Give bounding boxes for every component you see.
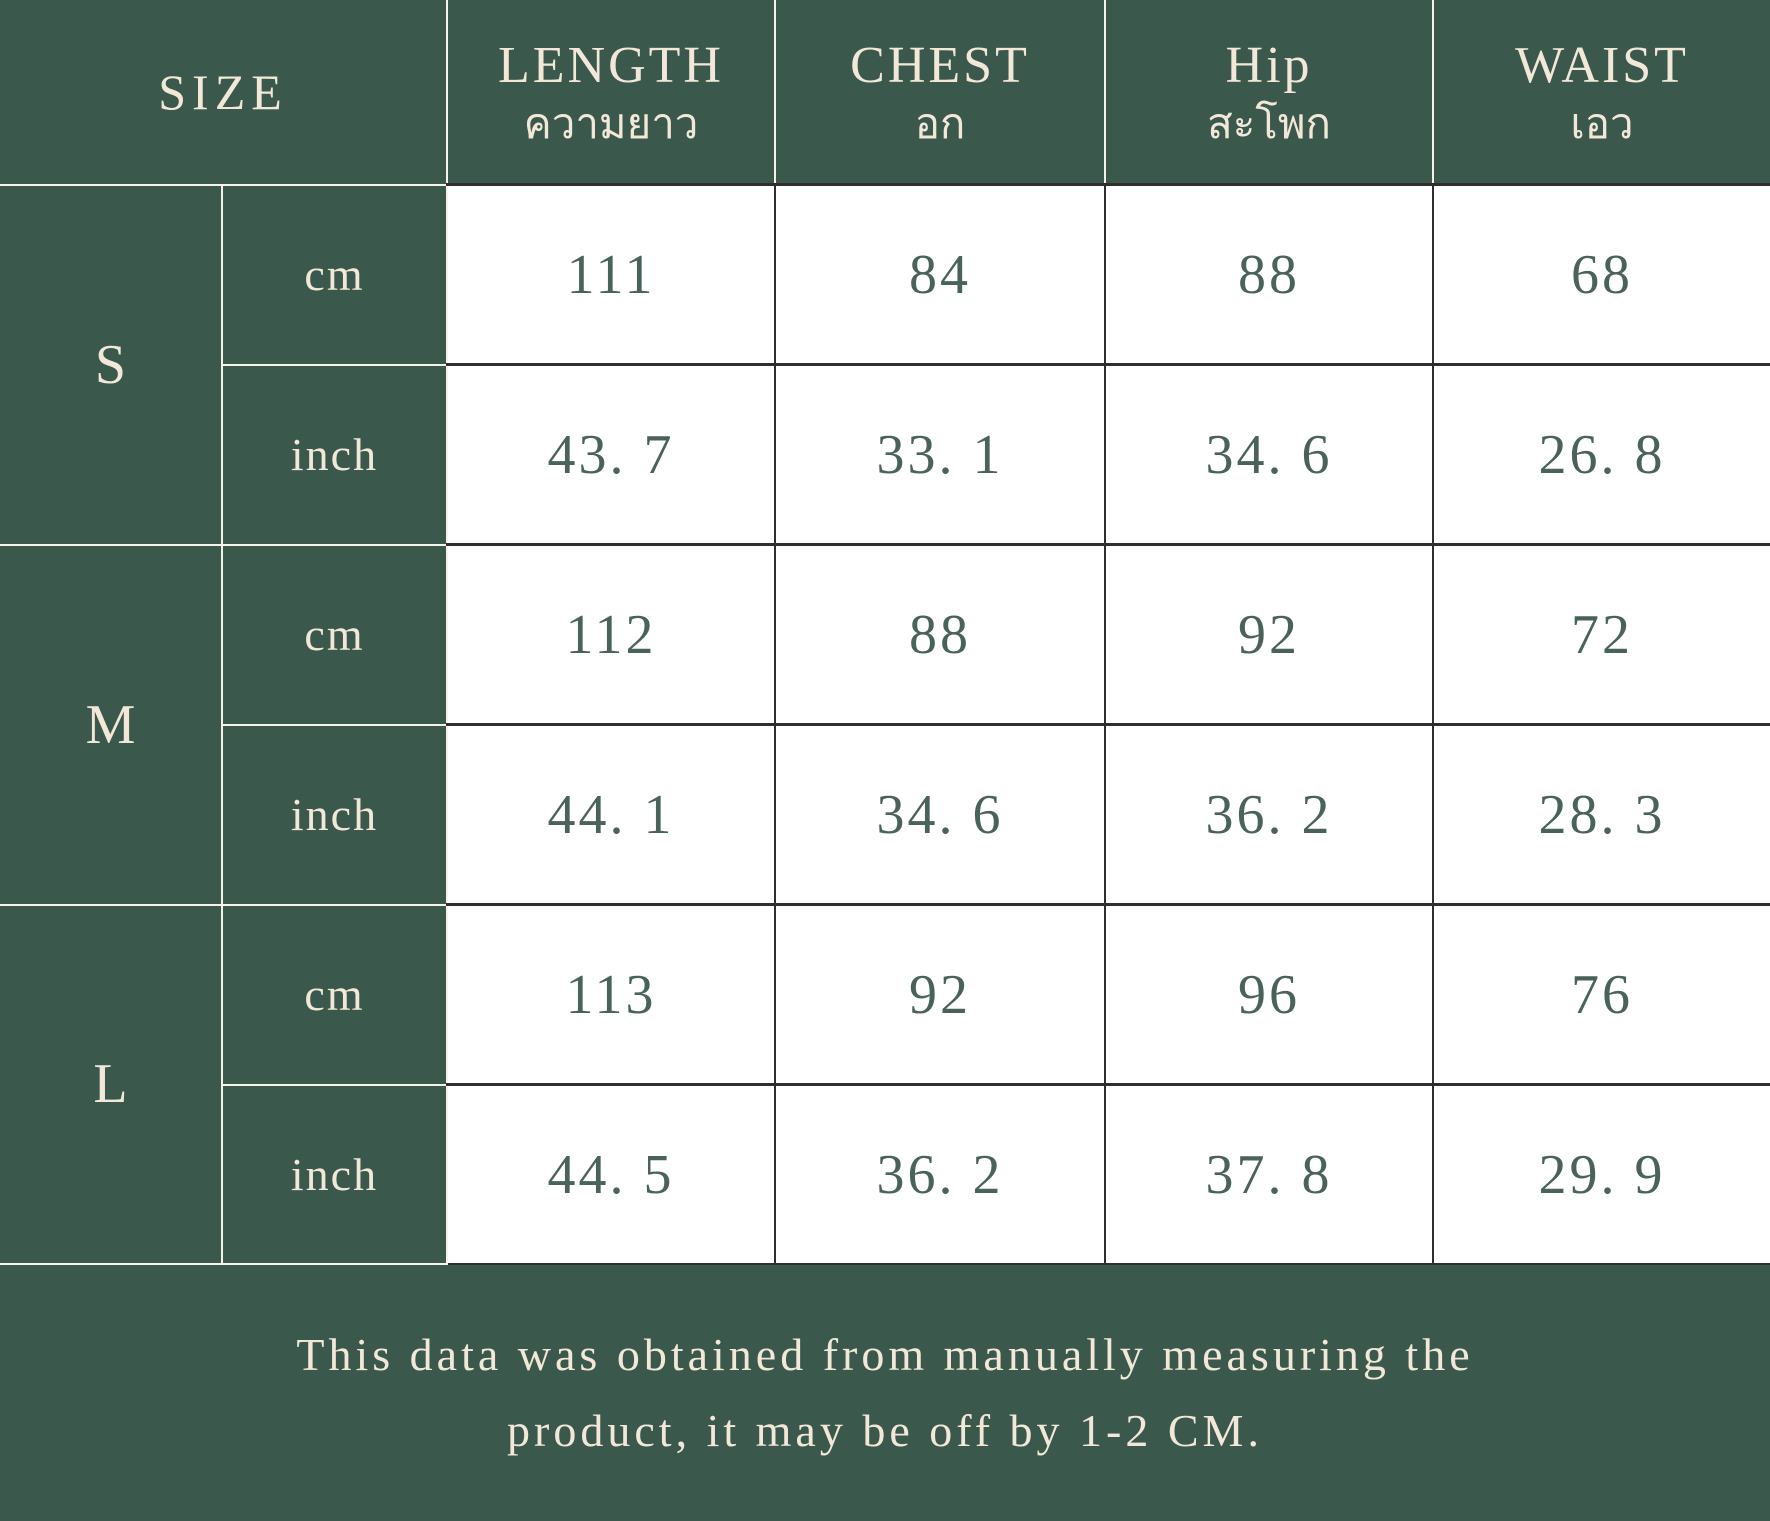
value-s-hip-cm: 88 (1104, 183, 1435, 366)
value-l-length-cm: 113 (446, 903, 777, 1086)
column-header-chest-th: อก (914, 98, 966, 148)
value-l-chest-cm: 92 (774, 903, 1107, 1086)
value-l-chest-inch: 36. 2 (774, 1083, 1107, 1265)
value-l-waist-cm: 76 (1432, 903, 1770, 1086)
value-m-length-inch: 44. 1 (446, 723, 777, 906)
unit-label-inch-m: inch (222, 723, 449, 906)
unit-label-cm-m: cm (220, 543, 449, 726)
value-l-waist-inch: 29. 9 (1432, 1083, 1770, 1265)
value-m-hip-inch: 36. 2 (1104, 723, 1435, 906)
value-s-length-cm: 111 (446, 183, 777, 366)
column-header-waist-th: เอว (1570, 98, 1634, 148)
unit-label-cm-l: cm (220, 903, 449, 1086)
column-header-chest-en: CHEST (850, 36, 1030, 94)
value-m-hip-cm: 92 (1104, 543, 1435, 726)
column-header-waist: WAIST เอว (1432, 0, 1770, 186)
value-s-chest-inch: 33. 1 (774, 363, 1107, 546)
footer-note-line1: This data was obtained from manually mea… (296, 1329, 1474, 1381)
size-label-l: L (0, 903, 223, 1265)
row-m-cm: M cm 112 88 92 72 (0, 543, 1770, 906)
row-s-inch: inch 43. 7 33. 1 34. 6 26. 8 (0, 363, 1770, 546)
value-s-length-inch: 43. 7 (446, 363, 777, 546)
value-s-waist-inch: 26. 8 (1432, 363, 1770, 546)
unit-label-inch-s: inch (222, 363, 449, 546)
value-l-hip-cm: 96 (1104, 903, 1435, 1086)
column-header-chest: CHEST อก (774, 0, 1107, 186)
unit-label-cm-s: cm (220, 183, 449, 366)
row-m-inch: inch 44. 1 34. 6 36. 2 28. 3 (0, 723, 1770, 906)
value-m-chest-cm: 88 (774, 543, 1107, 726)
column-header-hip: Hip สะโพก (1104, 0, 1435, 186)
footer-note-line2: product, it may be off by 1-2 CM. (507, 1405, 1263, 1456)
column-header-waist-en: WAIST (1515, 36, 1689, 94)
row-l-cm: L cm 113 92 96 76 (0, 903, 1770, 1265)
footer-note: This data was obtained from manually mea… (0, 1263, 1770, 1521)
value-m-waist-inch: 28. 3 (1432, 723, 1770, 906)
row-l-inch: inch 44. 5 36. 2 37. 8 29. 9 (0, 1083, 1770, 1265)
value-m-chest-inch: 34. 6 (774, 723, 1107, 906)
column-header-length-en: LENGTH (498, 36, 724, 94)
value-m-length-cm: 112 (446, 543, 777, 726)
header-row: SIZE LENGTH ความยาว CHEST อก Hip สะโพก W… (0, 0, 1770, 186)
value-l-length-inch: 44. 5 (446, 1083, 777, 1265)
size-label-m: M (0, 543, 223, 906)
column-header-length: LENGTH ความยาว (446, 0, 777, 186)
value-s-chest-cm: 84 (774, 183, 1107, 366)
value-m-waist-cm: 72 (1432, 543, 1770, 726)
column-header-length-th: ความยาว (523, 98, 699, 148)
footer-row: This data was obtained from manually mea… (0, 1263, 1770, 1521)
value-s-waist-cm: 68 (1432, 183, 1770, 366)
unit-label-inch-l: inch (222, 1083, 449, 1265)
value-l-hip-inch: 37. 8 (1104, 1083, 1435, 1265)
size-header-cell: SIZE (0, 0, 449, 186)
column-header-hip-th: สะโพก (1207, 98, 1331, 148)
size-label-s: S (0, 183, 223, 546)
row-s-cm: S cm 111 84 88 68 (0, 183, 1770, 546)
value-s-hip-inch: 34. 6 (1104, 363, 1435, 546)
column-header-hip-en: Hip (1225, 36, 1313, 94)
